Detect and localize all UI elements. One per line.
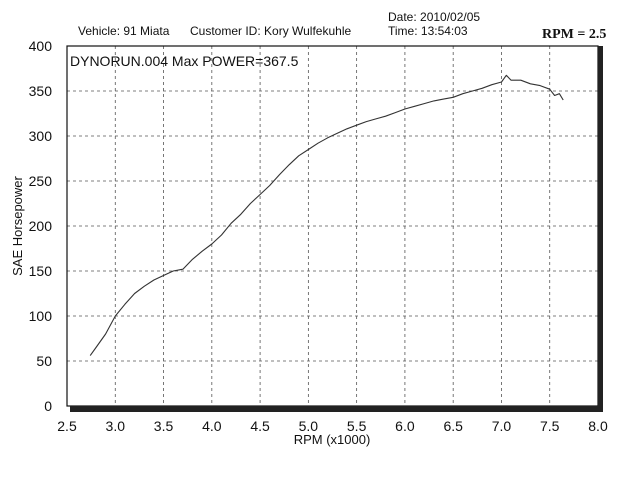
y-tick-label: 100 <box>29 308 53 324</box>
x-tick-label: 2.5 <box>57 418 77 434</box>
y-tick-label: 400 <box>29 38 53 54</box>
x-tick-label: 3.5 <box>154 418 174 434</box>
y-tick-label: 150 <box>29 263 53 279</box>
y-tick-label: 350 <box>29 83 53 99</box>
x-tick-label: 5.5 <box>347 418 367 434</box>
y-tick-label: 250 <box>29 173 53 189</box>
x-tick-label: 7.0 <box>492 418 512 434</box>
right-border-shadow <box>598 46 603 412</box>
x-tick-label: 7.5 <box>540 418 560 434</box>
y-tick-label: 300 <box>29 128 53 144</box>
date-label: Date: 2010/02/05 <box>388 10 481 24</box>
bottom-border-shadow <box>70 406 603 412</box>
customer-id-label: Customer ID: Kory Wulfekuhle <box>190 24 352 38</box>
x-tick-label: 4.0 <box>202 418 222 434</box>
grid <box>67 46 598 406</box>
x-tick-labels: 2.5 3.0 3.5 4.0 4.5 5.0 5.5 6.0 6.5 7.0 7.5 8.0 <box>57 418 608 434</box>
y-tick-labels: 0 50 100 150 200 250 300 350 400 <box>29 38 53 414</box>
chart-title: DYNORUN.004 Max POWER=367.5 <box>70 53 299 69</box>
x-axis-label: RPM (x1000) <box>294 432 371 447</box>
y-axis-label: SAE Horsepower <box>10 175 25 275</box>
x-tick-label: 5.0 <box>299 418 319 434</box>
time-label: Time: 13:54:03 <box>388 24 468 38</box>
x-tick-label: 8.0 <box>588 418 608 434</box>
y-tick-label: 50 <box>36 353 52 369</box>
power-curve-line <box>89 74 564 356</box>
y-tick-label: 200 <box>29 218 53 234</box>
x-tick-label: 3.0 <box>106 418 126 434</box>
x-tick-label: 6.5 <box>443 418 463 434</box>
x-tick-label: 6.0 <box>395 418 415 434</box>
vehicle-label: Vehicle: 91 Miata <box>78 24 170 38</box>
x-tick-label: 4.5 <box>250 418 270 434</box>
power-curve-series <box>89 74 564 356</box>
rpm-setting-label: RPM = 2.5 <box>542 27 607 42</box>
y-tick-label: 0 <box>44 398 52 414</box>
